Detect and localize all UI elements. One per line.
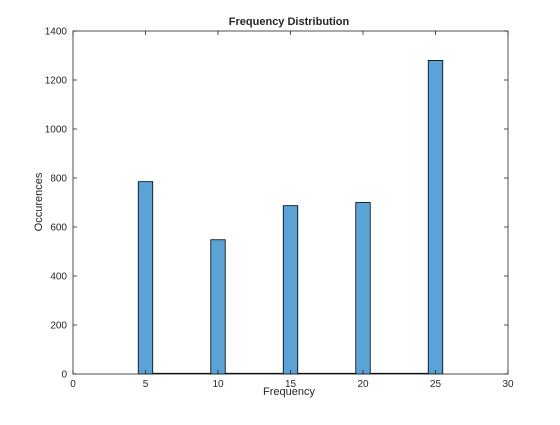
x-tick-label: 0 [70,379,76,390]
y-axis-label: Occurences [33,172,45,231]
x-tick-label: 25 [430,379,442,390]
y-tick-label: 1400 [45,27,68,38]
chart-title: Frequency Distribution [229,16,350,28]
bar-15 [282,205,299,375]
y-tick-label: 1000 [45,125,68,136]
y-tick-label: 800 [50,174,67,185]
x-tick-label: 10 [212,379,224,390]
x-tick-label: 5 [143,379,149,390]
x-tick-label: 20 [357,379,369,390]
y-tick-label: 600 [50,223,67,234]
bar-25 [427,60,444,375]
bars-group [137,60,444,375]
bar-20 [355,202,371,375]
y-tick-label: 1200 [45,76,68,87]
y-tick-label: 0 [61,370,67,381]
x-axis-label: Frequency [263,386,315,398]
x-tick-label: 30 [502,379,514,390]
y-axis: 0 200 400 600 800 1000 1200 1400 [45,27,508,381]
x-tick-label: 15 [285,379,297,390]
y-tick-label: 400 [50,272,67,283]
bar-5 [137,181,154,375]
bar-10 [210,239,226,375]
x-axis: 0 5 10 15 20 25 30 [70,31,514,390]
y-tick-label: 200 [50,321,67,332]
